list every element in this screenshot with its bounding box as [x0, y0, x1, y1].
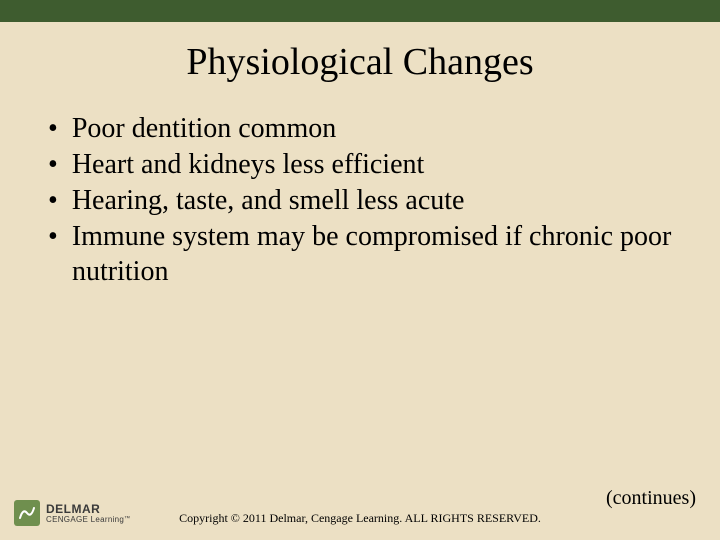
bullet-item: Heart and kidneys less efficient: [48, 148, 680, 182]
copyright-text: Copyright © 2011 Delmar, Cengage Learnin…: [0, 511, 720, 526]
bullet-item: Hearing, taste, and smell less acute: [48, 184, 680, 218]
slide-title: Physiological Changes: [0, 22, 720, 112]
top-bar: [0, 0, 720, 22]
bullet-item: Poor dentition common: [48, 112, 680, 146]
continues-label: (continues): [606, 487, 696, 510]
content-area: Physiological Changes Poor dentition com…: [0, 22, 720, 540]
bullet-list: Poor dentition common Heart and kidneys …: [0, 112, 720, 289]
bullet-item: Immune system may be compromised if chro…: [48, 220, 680, 288]
slide: Physiological Changes Poor dentition com…: [0, 0, 720, 540]
